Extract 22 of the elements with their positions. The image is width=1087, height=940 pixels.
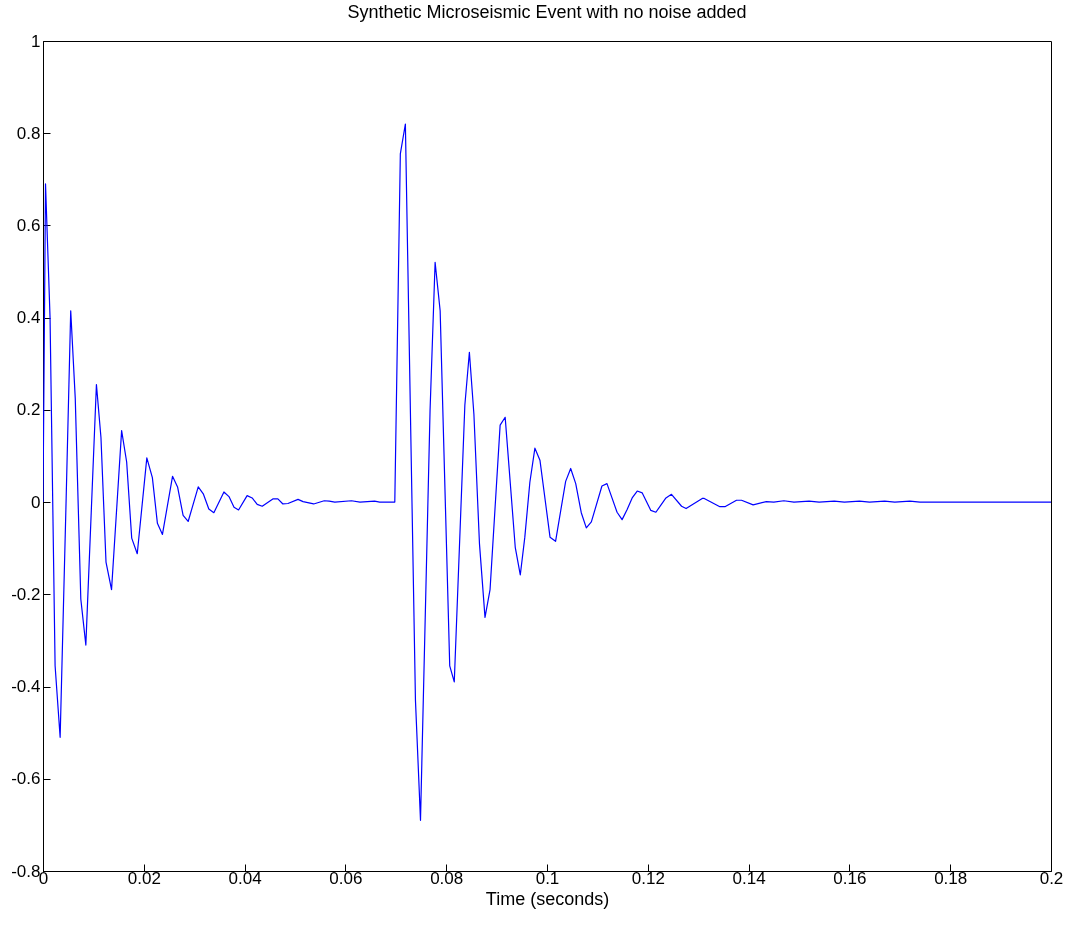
- x-tick-label: 0.16: [833, 868, 867, 888]
- y-tick-label: 1: [31, 31, 41, 51]
- y-tick-label: 0.2: [16, 400, 41, 420]
- y-tick-label: 0: [31, 492, 41, 512]
- x-tick-label: 0.18: [934, 868, 968, 888]
- x-tick-label: 0.14: [732, 868, 766, 888]
- chart-title: Synthetic Microseismic Event with no noise added: [347, 2, 747, 22]
- line-series: [43, 123, 1051, 821]
- y-tick-label: -0.2: [11, 584, 41, 604]
- x-tick-label: 0.1: [535, 868, 560, 888]
- x-tick-label: 0.2: [1039, 868, 1064, 888]
- y-tick-label: 0.6: [16, 215, 41, 235]
- y-tick-label: -0.4: [11, 677, 41, 697]
- x-tick-label: 0.04: [228, 868, 262, 888]
- x-tick-label: 0.12: [631, 868, 665, 888]
- x-tick-label: 0.06: [329, 868, 363, 888]
- y-tick-label: 0.4: [16, 308, 41, 328]
- y-tick-label: -0.6: [11, 769, 41, 789]
- x-tick-label: 0.02: [127, 868, 161, 888]
- x-axis-title: Time (seconds): [485, 888, 610, 909]
- x-tick-label: 0.08: [430, 868, 464, 888]
- y-tick-label: 0.8: [16, 123, 41, 143]
